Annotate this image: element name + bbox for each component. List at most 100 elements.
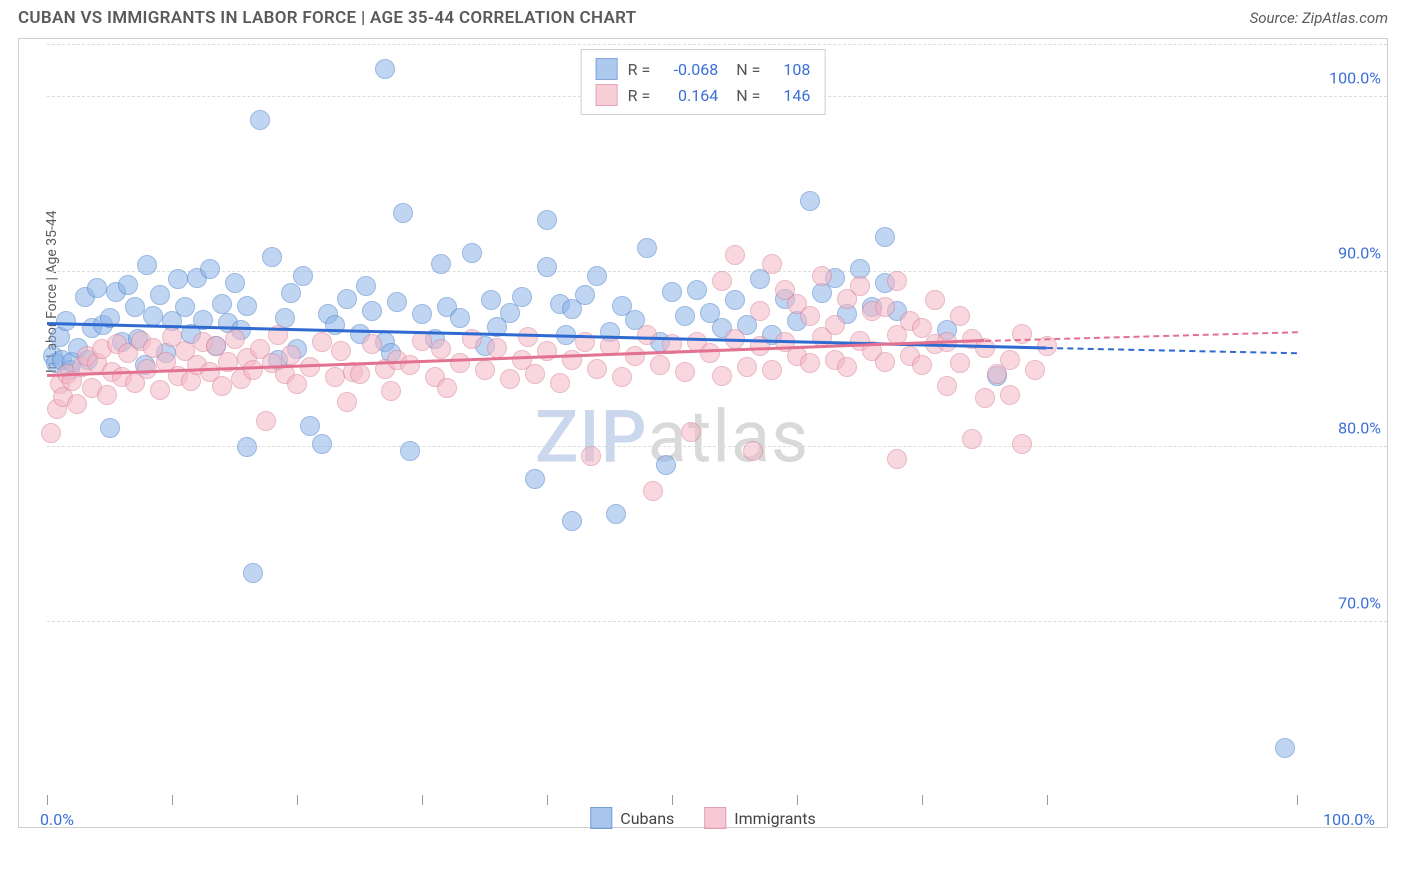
scatter-point-immigrants (562, 350, 582, 370)
scatter-point-immigrants (97, 385, 117, 405)
scatter-point-immigrants (243, 360, 263, 380)
plot-area: In Labor Force | Age 35-44 ZIPatlas 70.0… (47, 47, 1297, 797)
scatter-point-cubans (575, 285, 595, 305)
scatter-point-cubans (450, 308, 470, 328)
scatter-point-immigrants (612, 367, 632, 387)
scatter-point-immigrants (431, 339, 451, 359)
scatter-point-cubans (212, 294, 232, 314)
x-tick (47, 795, 48, 805)
legend-n-key: N = (736, 86, 760, 105)
scatter-point-immigrants (950, 306, 970, 326)
scatter-point-cubans (725, 290, 745, 310)
scatter-point-immigrants (887, 449, 907, 469)
scatter-point-immigrants (400, 355, 420, 375)
scatter-point-immigrants (581, 446, 601, 466)
y-tick-label: 90.0% (1338, 244, 1381, 263)
legend-swatch (596, 84, 618, 106)
series-label: Cubans (620, 809, 674, 828)
scatter-point-immigrants (675, 362, 695, 382)
x-tick (547, 795, 548, 805)
scatter-point-immigrants (712, 366, 732, 386)
scatter-point-cubans (362, 301, 382, 321)
scatter-point-immigrants (975, 388, 995, 408)
x-tick (422, 795, 423, 805)
x-tick (172, 795, 173, 805)
scatter-point-cubans (687, 280, 707, 300)
series-swatch (704, 807, 726, 829)
scatter-point-cubans (337, 289, 357, 309)
series-legend: Cubans Immigrants (590, 807, 815, 829)
scatter-point-cubans (281, 283, 301, 303)
legend-row-cubans: R =-0.068N =108 (596, 56, 811, 82)
scatter-point-cubans (537, 210, 557, 230)
scatter-point-cubans (656, 455, 676, 475)
scatter-point-immigrants (337, 392, 357, 412)
scatter-point-immigrants (1012, 434, 1032, 454)
scatter-point-immigrants (587, 359, 607, 379)
scatter-point-immigrants (256, 411, 276, 431)
scatter-point-cubans (168, 269, 188, 289)
scatter-point-immigrants (812, 266, 832, 286)
scatter-point-immigrants (150, 380, 170, 400)
x-tick (797, 795, 798, 805)
scatter-point-immigrants (362, 334, 382, 354)
legend-r-key: R = (628, 86, 651, 105)
scatter-point-immigrants (450, 353, 470, 373)
series-swatch (590, 807, 612, 829)
scatter-point-cubans (225, 273, 245, 293)
scatter-point-cubans (800, 191, 820, 211)
scatter-point-cubans (637, 238, 657, 258)
scatter-point-immigrants (525, 364, 545, 384)
scatter-point-cubans (606, 504, 626, 524)
scatter-point-immigrants (937, 376, 957, 396)
scatter-point-cubans (118, 275, 138, 295)
scatter-point-immigrants (837, 357, 857, 377)
scatter-point-immigrants (962, 429, 982, 449)
scatter-point-cubans (462, 243, 482, 263)
scatter-point-immigrants (67, 394, 87, 414)
scatter-point-immigrants (750, 301, 770, 321)
scatter-point-immigrants (475, 360, 495, 380)
scatter-point-immigrants (875, 352, 895, 372)
scatter-point-immigrants (381, 381, 401, 401)
scatter-point-immigrants (681, 422, 701, 442)
scatter-point-cubans (481, 290, 501, 310)
legend-n-key: N = (736, 60, 760, 79)
x-axis-max-label: 100.0% (1323, 810, 1375, 829)
x-tick (1297, 795, 1298, 805)
scatter-point-immigrants (743, 441, 763, 461)
scatter-point-cubans (875, 227, 895, 247)
scatter-point-cubans (100, 418, 120, 438)
x-axis-min-label: 0.0% (40, 810, 74, 829)
scatter-point-immigrants (550, 373, 570, 393)
scatter-point-cubans (250, 110, 270, 130)
legend-n-value: 146 (770, 86, 810, 105)
scatter-point-immigrants (312, 332, 332, 352)
chart-container: In Labor Force | Age 35-44 ZIPatlas 70.0… (18, 38, 1388, 828)
scatter-point-immigrants (825, 315, 845, 335)
scatter-point-cubans (537, 257, 557, 277)
scatter-point-cubans (237, 296, 257, 316)
scatter-point-immigrants (331, 341, 351, 361)
scatter-point-cubans (143, 306, 163, 326)
scatter-point-immigrants (212, 376, 232, 396)
scatter-point-immigrants (737, 357, 757, 377)
scatter-point-immigrants (887, 271, 907, 291)
scatter-point-cubans (293, 266, 313, 286)
scatter-point-cubans (243, 563, 263, 583)
gridline (47, 44, 1387, 45)
trendline-extension (1047, 347, 1297, 354)
scatter-point-immigrants (800, 306, 820, 326)
series-label: Immigrants (734, 809, 815, 828)
scatter-point-immigrants (350, 364, 370, 384)
correlation-legend: R =-0.068N =108 R = 0.164 N = 146 (581, 49, 826, 115)
scatter-point-cubans (175, 297, 195, 317)
scatter-point-cubans (262, 247, 282, 267)
scatter-point-cubans (375, 59, 395, 79)
scatter-point-immigrants (712, 271, 732, 291)
x-tick (672, 795, 673, 805)
scatter-point-immigrants (700, 343, 720, 363)
scatter-point-cubans (312, 434, 332, 454)
chart-header: CUBAN VS IMMIGRANTS IN LABOR FORCE | AGE… (0, 0, 1406, 34)
legend-r-value: 0.164 (660, 86, 718, 105)
